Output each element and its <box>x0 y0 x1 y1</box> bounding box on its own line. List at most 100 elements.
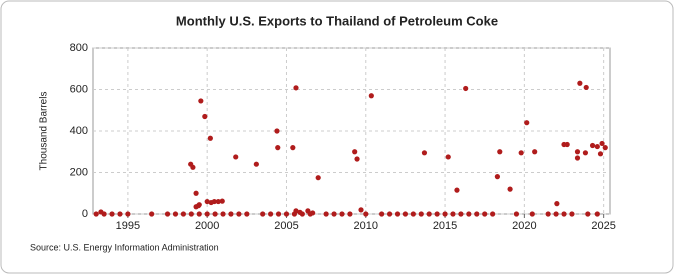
point <box>513 211 520 217</box>
point <box>233 154 239 160</box>
point <box>426 211 432 217</box>
point <box>93 211 99 217</box>
point <box>196 211 202 217</box>
point <box>386 211 393 217</box>
point <box>215 198 221 205</box>
point <box>421 150 428 156</box>
point <box>474 211 480 217</box>
point <box>497 149 503 155</box>
y-tick-label: 200 <box>70 166 88 178</box>
point <box>293 85 299 91</box>
point <box>394 211 401 217</box>
point <box>117 211 123 217</box>
point <box>125 211 131 217</box>
point <box>164 211 171 217</box>
point <box>553 211 559 217</box>
point <box>574 155 581 161</box>
point <box>602 145 608 151</box>
point <box>594 143 600 150</box>
point <box>445 154 451 160</box>
point <box>253 161 259 167</box>
point <box>290 145 296 151</box>
point <box>442 211 448 217</box>
point <box>236 211 242 217</box>
point <box>347 211 353 217</box>
point <box>172 211 179 217</box>
point <box>275 145 281 151</box>
point <box>202 113 208 120</box>
point <box>207 135 213 141</box>
x-tick-label: 2020 <box>512 220 536 232</box>
point <box>244 211 250 217</box>
point <box>418 211 424 217</box>
point <box>188 211 194 217</box>
x-tick-label: 1995 <box>116 220 140 232</box>
x-tick-label: 2000 <box>195 220 219 232</box>
point <box>315 175 321 181</box>
point <box>339 211 345 217</box>
point <box>545 211 551 217</box>
point <box>507 186 513 192</box>
point <box>109 211 115 217</box>
point <box>577 80 583 86</box>
point <box>268 211 274 217</box>
point <box>482 211 488 217</box>
point <box>524 120 530 126</box>
x-tick-label: 2005 <box>274 220 298 232</box>
point <box>574 149 581 155</box>
point <box>204 211 210 217</box>
point <box>358 207 364 213</box>
point <box>463 85 469 92</box>
point <box>228 211 234 217</box>
point <box>458 211 464 217</box>
point <box>198 98 204 104</box>
x-tick-label: 2015 <box>433 220 457 232</box>
point <box>275 211 282 217</box>
point <box>149 211 155 217</box>
point <box>193 190 199 196</box>
point <box>323 211 329 217</box>
point <box>583 84 589 91</box>
x-tick-label: 2010 <box>354 220 378 232</box>
point <box>196 202 202 208</box>
point <box>283 211 290 217</box>
y-tick-label: 600 <box>70 83 88 95</box>
point <box>532 149 538 155</box>
point <box>368 93 374 99</box>
point <box>204 198 210 205</box>
point <box>564 141 570 148</box>
point <box>518 150 524 156</box>
point <box>402 211 409 217</box>
y-tick-label: 400 <box>70 125 88 137</box>
point <box>450 211 456 217</box>
point <box>291 211 298 217</box>
y-axis-label: Thousand Barrels <box>39 92 50 171</box>
source-note: Source: U.S. Energy Information Administ… <box>30 242 219 252</box>
point <box>597 151 604 157</box>
x-tick-label: 2025 <box>591 220 615 232</box>
point <box>211 198 217 205</box>
point <box>219 198 225 204</box>
point <box>331 211 337 217</box>
point <box>101 211 107 217</box>
point <box>490 211 496 217</box>
point <box>379 211 385 217</box>
point <box>554 201 560 207</box>
point <box>454 187 460 193</box>
point <box>569 211 575 217</box>
point <box>274 128 280 134</box>
point <box>529 211 535 217</box>
point <box>180 211 186 217</box>
point <box>299 211 305 217</box>
point <box>307 211 313 217</box>
y-tick-label: 0 <box>82 208 88 220</box>
point <box>410 211 416 217</box>
point <box>594 211 600 217</box>
point <box>220 211 226 217</box>
point <box>494 174 501 180</box>
point <box>352 149 358 155</box>
chart-title: Monthly U.S. Exports to Thailand of Petr… <box>176 13 498 28</box>
point <box>599 140 605 147</box>
